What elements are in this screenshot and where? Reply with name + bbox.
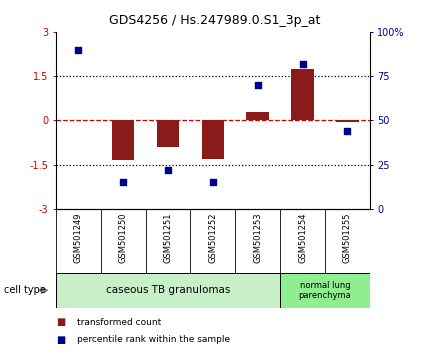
Bar bbox=[336, 120, 359, 122]
Text: ■: ■ bbox=[56, 335, 65, 345]
Point bbox=[120, 179, 126, 185]
Point bbox=[254, 82, 261, 88]
Text: GSM501251: GSM501251 bbox=[163, 212, 172, 263]
Bar bbox=[202, 120, 224, 159]
Text: cell type: cell type bbox=[4, 285, 46, 295]
Point bbox=[75, 47, 82, 52]
Text: caseous TB granulomas: caseous TB granulomas bbox=[106, 285, 230, 295]
Text: transformed count: transformed count bbox=[77, 318, 162, 327]
Text: GSM501250: GSM501250 bbox=[119, 212, 128, 263]
Bar bbox=[157, 120, 179, 147]
Bar bbox=[112, 120, 135, 160]
Text: GSM501253: GSM501253 bbox=[253, 212, 262, 263]
Text: GSM501252: GSM501252 bbox=[209, 212, 217, 263]
Text: GDS4256 / Hs.247989.0.S1_3p_at: GDS4256 / Hs.247989.0.S1_3p_at bbox=[109, 14, 321, 27]
Bar bbox=[56, 273, 280, 308]
Text: GSM501254: GSM501254 bbox=[298, 212, 307, 263]
Point bbox=[165, 167, 172, 173]
Point bbox=[344, 128, 351, 134]
Text: ■: ■ bbox=[56, 317, 65, 327]
Bar bbox=[246, 112, 269, 120]
Text: percentile rank within the sample: percentile rank within the sample bbox=[77, 335, 230, 344]
Bar bbox=[292, 69, 314, 120]
Text: normal lung
parenchyma: normal lung parenchyma bbox=[298, 281, 351, 300]
Point bbox=[209, 179, 216, 185]
Text: GSM501249: GSM501249 bbox=[74, 212, 83, 263]
Point bbox=[299, 61, 306, 67]
Bar bbox=[280, 273, 370, 308]
Text: GSM501255: GSM501255 bbox=[343, 212, 352, 263]
